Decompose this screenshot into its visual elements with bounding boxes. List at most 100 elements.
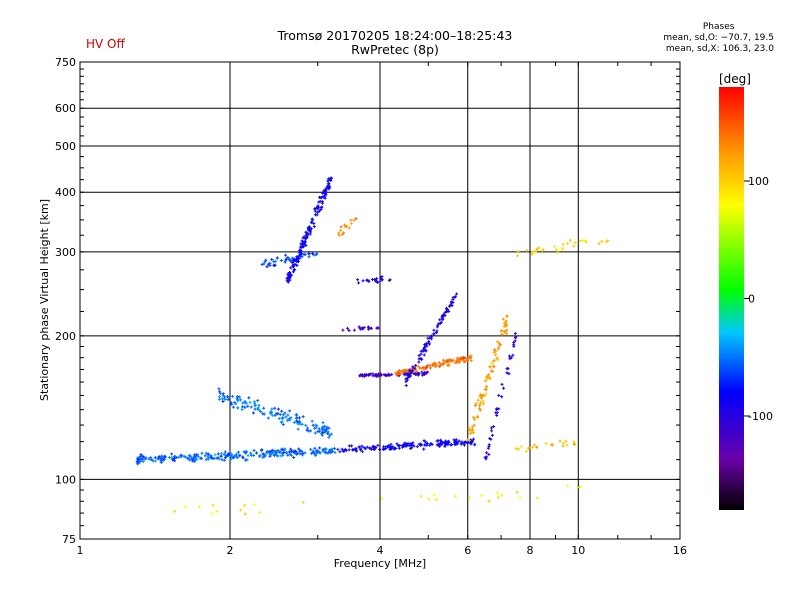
data-point <box>564 439 568 443</box>
data-point <box>198 456 202 460</box>
data-point <box>272 263 276 267</box>
data-point <box>404 370 408 374</box>
data-point <box>312 225 316 229</box>
data-point <box>410 443 414 447</box>
y-tick-label: 200 <box>55 330 76 343</box>
data-point <box>359 373 363 377</box>
data-point <box>513 339 517 343</box>
data-point <box>232 455 236 459</box>
data-point <box>397 446 401 450</box>
data-point <box>142 455 146 459</box>
data-point <box>172 509 176 513</box>
data-point <box>275 256 279 260</box>
data-point <box>535 445 539 449</box>
data-point <box>251 411 255 415</box>
data-point <box>274 450 278 454</box>
data-point <box>447 439 451 443</box>
data-point <box>502 386 506 390</box>
data-point <box>216 452 220 456</box>
data-point <box>434 363 438 367</box>
data-point <box>138 454 142 458</box>
data-point <box>490 433 494 437</box>
data-point <box>494 350 498 354</box>
data-point <box>485 455 489 459</box>
data-point <box>217 387 221 391</box>
data-point <box>365 445 369 449</box>
data-point <box>416 364 420 368</box>
data-point <box>321 421 325 425</box>
data-point <box>248 400 252 404</box>
data-point <box>139 453 143 457</box>
data-point <box>387 374 391 378</box>
data-point <box>443 311 447 315</box>
data-point <box>218 390 222 394</box>
data-point <box>438 318 442 322</box>
data-point <box>273 414 277 418</box>
data-point <box>354 446 358 450</box>
data-point <box>167 456 171 460</box>
hv-status: HV Off <box>86 37 125 51</box>
data-point <box>505 367 509 371</box>
data-point <box>314 206 318 210</box>
data-point <box>295 452 299 456</box>
data-point <box>369 372 373 376</box>
data-point <box>217 397 221 401</box>
data-point <box>325 425 329 429</box>
data-point <box>179 453 183 457</box>
data-point <box>318 451 322 455</box>
data-point <box>229 457 233 461</box>
data-point <box>276 449 280 453</box>
data-point <box>272 451 276 455</box>
data-point <box>344 448 348 452</box>
data-point <box>505 371 509 375</box>
data-point <box>457 439 461 443</box>
data-point <box>289 416 293 420</box>
data-point <box>455 356 459 360</box>
data-point <box>430 334 434 338</box>
data-point <box>321 191 325 195</box>
data-point <box>314 453 318 457</box>
data-point <box>313 431 317 435</box>
data-point <box>492 350 496 354</box>
data-point <box>437 361 441 365</box>
data-point <box>555 247 559 251</box>
data-point <box>367 373 371 377</box>
data-point <box>327 426 331 430</box>
data-point <box>566 484 570 488</box>
data-point <box>597 242 601 246</box>
data-point <box>147 457 151 461</box>
colorbar-unit: [deg] <box>719 72 751 86</box>
data-point <box>533 443 537 447</box>
data-point <box>600 239 604 243</box>
data-point <box>484 387 488 391</box>
data-point <box>140 458 144 462</box>
data-point <box>480 396 484 400</box>
data-point <box>413 372 417 376</box>
data-point <box>280 419 284 423</box>
data-point <box>249 405 253 409</box>
data-point <box>324 447 328 451</box>
data-point <box>496 491 500 495</box>
data-point <box>490 426 494 430</box>
data-point <box>573 241 577 245</box>
data-point <box>296 427 300 431</box>
data-point <box>465 358 469 362</box>
data-point <box>352 328 356 332</box>
data-point <box>258 510 262 514</box>
data-point <box>462 441 466 445</box>
data-point <box>238 454 242 458</box>
data-point <box>424 348 428 352</box>
y-axis-label: Stationary phase Virtual Height [km] <box>38 199 51 401</box>
data-point <box>349 218 353 222</box>
data-point <box>281 452 285 456</box>
data-point <box>458 357 462 361</box>
data-point <box>354 217 358 221</box>
data-point <box>417 360 421 364</box>
data-point <box>437 322 441 326</box>
data-point <box>469 359 473 363</box>
data-point <box>216 456 220 460</box>
data-point <box>394 371 398 375</box>
data-point <box>314 426 318 430</box>
data-point <box>419 366 423 370</box>
